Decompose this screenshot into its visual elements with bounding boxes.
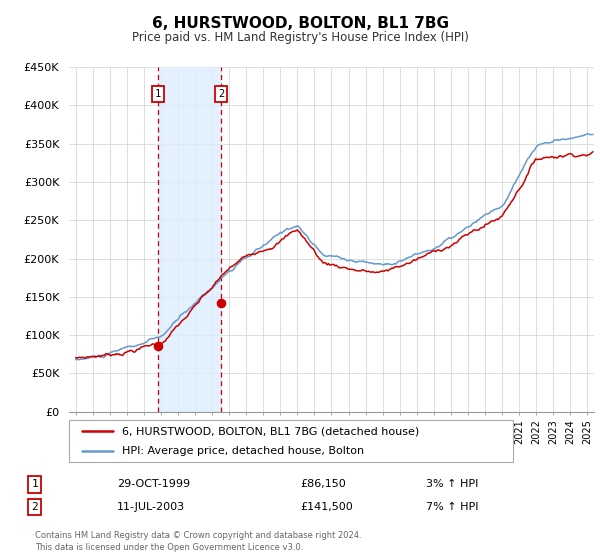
Text: 11-JUL-2003: 11-JUL-2003 <box>117 502 185 512</box>
Text: 1: 1 <box>31 479 38 489</box>
Point <box>217 299 226 308</box>
Text: 1: 1 <box>155 89 161 99</box>
Text: 7% ↑ HPI: 7% ↑ HPI <box>426 502 479 512</box>
Text: 2: 2 <box>31 502 38 512</box>
FancyBboxPatch shape <box>69 420 513 462</box>
Text: 6, HURSTWOOD, BOLTON, BL1 7BG (detached house): 6, HURSTWOOD, BOLTON, BL1 7BG (detached … <box>122 426 419 436</box>
Text: Price paid vs. HM Land Registry's House Price Index (HPI): Price paid vs. HM Land Registry's House … <box>131 31 469 44</box>
Text: 3% ↑ HPI: 3% ↑ HPI <box>426 479 478 489</box>
Text: £86,150: £86,150 <box>300 479 346 489</box>
Text: Contains HM Land Registry data © Crown copyright and database right 2024.: Contains HM Land Registry data © Crown c… <box>35 531 361 540</box>
Text: 2: 2 <box>218 89 224 99</box>
Text: HPI: Average price, detached house, Bolton: HPI: Average price, detached house, Bolt… <box>122 446 364 456</box>
Text: £141,500: £141,500 <box>300 502 353 512</box>
Text: This data is licensed under the Open Government Licence v3.0.: This data is licensed under the Open Gov… <box>35 543 303 552</box>
Text: 6, HURSTWOOD, BOLTON, BL1 7BG: 6, HURSTWOOD, BOLTON, BL1 7BG <box>151 16 449 31</box>
Point <box>154 341 163 350</box>
Text: 29-OCT-1999: 29-OCT-1999 <box>117 479 190 489</box>
